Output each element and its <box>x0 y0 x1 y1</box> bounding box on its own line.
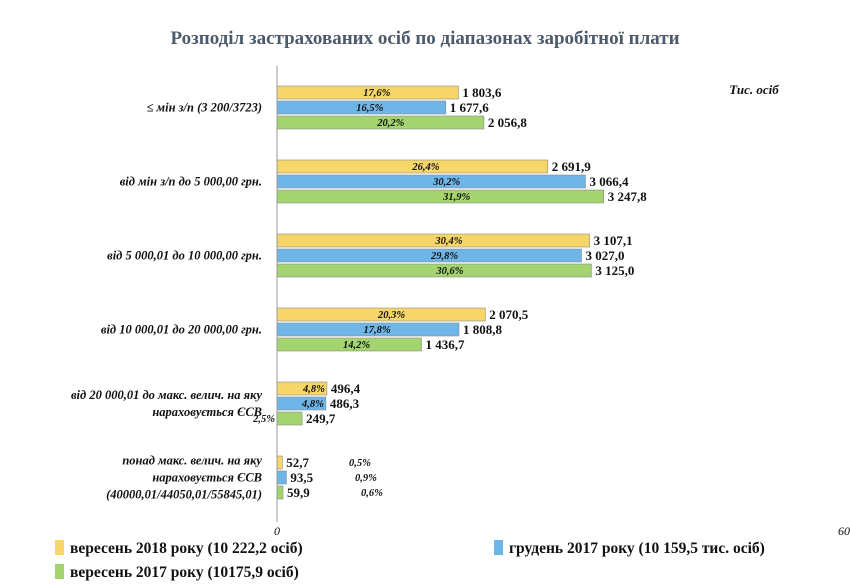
value-label: 52,7 <box>286 455 309 470</box>
bar <box>276 174 586 189</box>
category-label: від 20 000,01 до макс. велич. на яку <box>71 388 262 402</box>
legend-item-sep-2018: вересень 2018 року (10 222,2 осіб) <box>55 540 303 558</box>
x-tick-label: 60 <box>838 524 850 538</box>
x-tick-label: 0 <box>274 524 280 538</box>
value-label: 486,3 <box>330 396 360 411</box>
value-label: 1 677,6 <box>450 100 490 115</box>
legend-swatch <box>494 540 503 555</box>
value-label: 249,7 <box>306 411 336 426</box>
bar <box>276 233 590 248</box>
unit-label: Тис. осіб <box>729 82 779 97</box>
legend-label: вересень 2018 року (10 222,2 осіб) <box>70 540 303 557</box>
value-label: 1 808,8 <box>463 322 503 337</box>
value-label: 2 691,9 <box>552 159 592 174</box>
share-label: 0,5% <box>349 458 371 469</box>
share-label: 0,9% <box>355 473 377 484</box>
share-label: 14,2% <box>343 340 370 351</box>
legend-label: вересень 2017 року (10175,9 осіб) <box>70 564 299 581</box>
category-label: (40000,01/44050,01/55845,01) <box>106 488 262 502</box>
bar <box>276 470 287 485</box>
category-label: понад макс. велич. на яку <box>122 454 262 468</box>
value-label: 93,5 <box>290 470 313 485</box>
share-label: 20,2% <box>376 118 404 129</box>
share-label: 4,8% <box>302 384 325 395</box>
legend-swatch <box>55 540 64 555</box>
bar <box>276 411 303 426</box>
category-label: ≤ мін з/п (3 200/3723) <box>147 101 262 115</box>
share-label: 30,4% <box>434 236 462 247</box>
share-label: 31,9% <box>442 192 470 203</box>
category-label: від 5 000,01 до 10 000,00 грн. <box>107 249 262 263</box>
share-label: 4,8% <box>301 399 324 410</box>
category-label: від 10 000,01 до 20 000,00 грн. <box>101 323 262 337</box>
value-label: 496,4 <box>331 381 361 396</box>
share-label: 17,6% <box>363 88 390 99</box>
bar <box>276 248 582 263</box>
bar <box>276 455 283 470</box>
value-label: 1 803,6 <box>462 85 502 100</box>
value-label: 59,9 <box>287 485 310 500</box>
share-label: 30,6% <box>435 266 463 277</box>
share-label: 20,3% <box>377 310 405 321</box>
category-label: нараховується ЄСВ <box>152 405 262 419</box>
legend-item-dec-2017: грудень 2017 року (10 159,5 тис. осіб) <box>494 540 765 558</box>
category-label: нараховується ЄСВ <box>152 471 262 485</box>
share-label: 2,5% <box>252 414 275 425</box>
share-label: 29,8% <box>430 251 458 262</box>
bar <box>276 263 592 278</box>
share-label: 26,4% <box>411 162 439 173</box>
value-label: 2 070,5 <box>489 307 529 322</box>
value-label: 2 056,8 <box>488 115 528 130</box>
value-label: 3 125,0 <box>595 263 634 278</box>
value-label: 3 027,0 <box>586 248 625 263</box>
chart-title: Розподіл застрахованих осіб по діапазона… <box>170 28 679 49</box>
category-label: від мін з/п до 5 000,00 грн. <box>120 175 262 189</box>
legend-item-sep-2017: вересень 2017 року (10175,9 осіб) <box>55 564 299 582</box>
bar <box>276 189 605 204</box>
bar <box>276 485 284 500</box>
share-label: 17,8% <box>364 325 391 336</box>
share-label: 30,2% <box>432 177 460 188</box>
legend-label: грудень 2017 року (10 159,5 тис. осіб) <box>509 540 765 557</box>
value-label: 1 436,7 <box>426 337 466 352</box>
value-label: 3 247,8 <box>608 189 648 204</box>
value-label: 3 066,4 <box>590 174 630 189</box>
share-label: 16,5% <box>356 103 383 114</box>
legend-swatch <box>55 564 64 579</box>
value-label: 3 107,1 <box>594 233 633 248</box>
share-label: 0,6% <box>361 488 383 499</box>
